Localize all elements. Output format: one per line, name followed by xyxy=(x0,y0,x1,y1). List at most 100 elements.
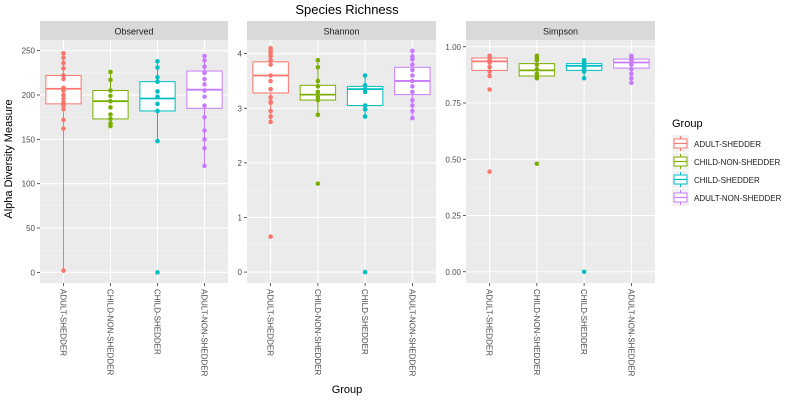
data-point xyxy=(410,78,415,84)
data-point xyxy=(202,94,207,100)
data-point xyxy=(202,53,207,59)
data-point xyxy=(268,54,273,59)
facet-strip-label: Shannon xyxy=(323,27,359,37)
x-tick-label: ADULT-SHEDDER xyxy=(266,289,275,356)
data-point xyxy=(629,75,634,81)
boxplot-adult-non-shedder xyxy=(613,53,650,86)
facet-strip-label: Simpson xyxy=(543,27,578,37)
legend-item: ADULT-NON-SHEDDER xyxy=(672,189,782,206)
data-point xyxy=(155,65,160,70)
data-point xyxy=(629,71,634,77)
data-point xyxy=(410,97,415,103)
boxplot-child-shedder xyxy=(346,73,384,275)
x-tick-label: ADULT-NON-SHEDDER xyxy=(626,289,635,377)
y-tick-label: 100 xyxy=(22,180,36,189)
data-point xyxy=(202,145,207,151)
data-point xyxy=(108,112,113,117)
data-point xyxy=(61,76,66,82)
data-point xyxy=(268,78,273,84)
data-point xyxy=(268,114,273,119)
data-point xyxy=(268,119,273,125)
data-point xyxy=(202,82,207,87)
data-point xyxy=(268,73,273,78)
boxplot-child-shedder xyxy=(565,57,603,275)
y-tick-label: 250 xyxy=(22,47,36,56)
facet-strip-background xyxy=(247,21,436,40)
data-point xyxy=(581,69,587,74)
data-point xyxy=(410,89,415,95)
data-point xyxy=(108,93,113,99)
data-point xyxy=(61,73,66,78)
y-tick-label: 0.50 xyxy=(445,155,461,164)
data-point xyxy=(61,117,66,123)
data-point xyxy=(268,234,273,239)
data-point xyxy=(61,106,66,112)
x-tick-label: CHILD-SHEDDER xyxy=(153,289,162,355)
data-point xyxy=(155,94,160,100)
boxplot-child-non-shedder xyxy=(299,57,337,186)
y-tick-label: 1.00 xyxy=(445,43,461,52)
data-point xyxy=(410,84,415,89)
data-point xyxy=(61,55,66,61)
y-tick-label: 0.00 xyxy=(445,268,461,277)
data-point xyxy=(362,103,368,108)
legend-item: ADULT-SHEDDER xyxy=(672,135,761,152)
data-point xyxy=(410,67,415,73)
x-tick-label: ADULT-SHEDDER xyxy=(485,289,494,356)
legend-item: CHILD-NON-SHEDDER xyxy=(672,153,780,170)
data-point xyxy=(629,62,634,68)
data-point xyxy=(61,103,66,108)
y-tick-label: 0 xyxy=(238,268,243,277)
data-point xyxy=(362,73,368,78)
facet-strip-label: Observed xyxy=(114,27,153,37)
data-point xyxy=(268,95,273,100)
data-point xyxy=(155,138,160,144)
data-point xyxy=(362,107,368,112)
data-point xyxy=(629,80,634,86)
data-point xyxy=(315,181,321,186)
x-tick-label: ADULT-SHEDDER xyxy=(59,289,68,356)
y-tick-label: 200 xyxy=(22,91,36,100)
data-point xyxy=(534,62,540,68)
data-point xyxy=(61,126,66,131)
y-tick-label: 2 xyxy=(238,159,243,168)
data-point xyxy=(315,112,321,118)
x-tick-label: ADULT-NON-SHEDDER xyxy=(407,289,416,377)
data-point xyxy=(108,116,113,122)
data-point xyxy=(202,58,207,63)
data-point xyxy=(487,69,492,74)
y-tick-label: 150 xyxy=(22,135,36,144)
facet-panels: Observed 0 50 100 150 200 250 ADULT-SHEDDER CHIL… xyxy=(22,21,655,377)
data-point xyxy=(61,60,66,66)
data-point xyxy=(410,108,415,114)
boxplot-adult-shedder xyxy=(471,53,508,174)
data-point xyxy=(202,163,207,169)
data-point xyxy=(410,73,415,78)
x-axis-label: Group xyxy=(332,384,363,396)
boxplot-child-shedder xyxy=(139,58,176,275)
x-tick-label: CHILD-SHEDDER xyxy=(360,289,369,355)
data-point xyxy=(155,79,160,84)
data-point xyxy=(108,98,113,104)
data-point xyxy=(61,66,66,71)
x-tick-label: CHILD-NON-SHEDDER xyxy=(106,289,115,375)
x-tick-label: CHILD-SHEDDER xyxy=(579,289,588,355)
data-point xyxy=(410,56,415,62)
data-point xyxy=(487,87,492,92)
facet-strip-background xyxy=(466,21,655,40)
data-point xyxy=(487,60,492,65)
x-tick-label: ADULT-NON-SHEDDER xyxy=(200,289,209,377)
data-point xyxy=(155,270,160,275)
y-tick-label: 0 xyxy=(31,268,36,277)
boxplot-adult-non-shedder xyxy=(394,48,431,121)
data-point xyxy=(61,99,66,105)
data-point xyxy=(108,123,113,129)
data-point xyxy=(410,115,415,121)
data-point xyxy=(108,69,113,75)
y-axis-label: Alpha Diversity Measure xyxy=(3,99,15,218)
data-point xyxy=(315,89,321,95)
boxplot-adult-shedder xyxy=(45,51,82,273)
data-point xyxy=(268,86,273,92)
data-point xyxy=(410,103,415,108)
boxplot-adult-non-shedder xyxy=(186,53,223,169)
